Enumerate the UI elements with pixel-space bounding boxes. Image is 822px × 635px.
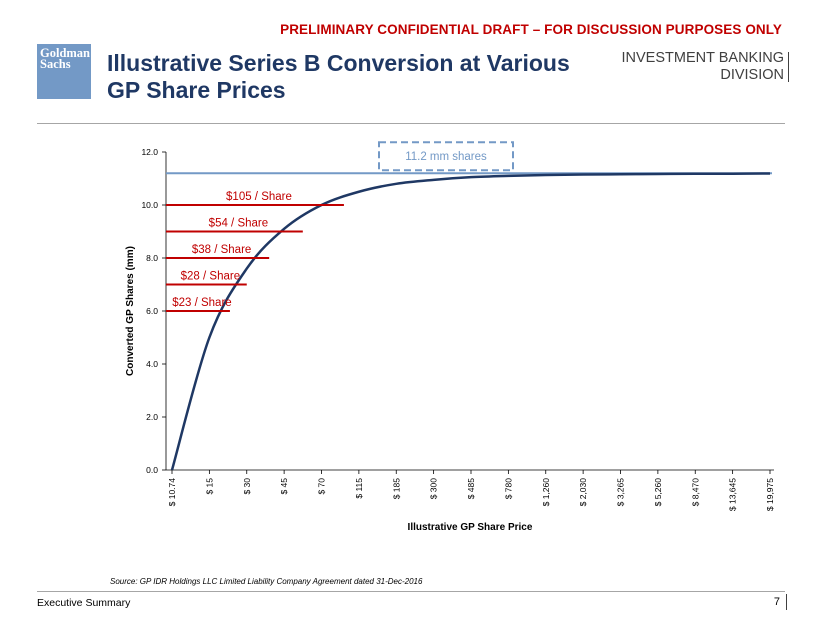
y-tick-label: 2.0	[146, 412, 158, 422]
x-tick-label: $ 70	[317, 478, 327, 495]
y-tick-label: 10.0	[141, 200, 158, 210]
company-logo: Goldman Sachs	[37, 44, 91, 99]
footer-rule	[37, 591, 785, 592]
page-title: Illustrative Series B Conversion at Vari…	[107, 50, 570, 103]
section-name: Executive Summary	[37, 597, 131, 609]
division-divider	[788, 52, 789, 82]
logo-text: Goldman Sachs	[40, 46, 91, 71]
y-tick-label: 6.0	[146, 306, 158, 316]
x-tick-label: $ 2,030	[578, 478, 588, 507]
y-tick-label: 4.0	[146, 359, 158, 369]
x-tick-label: $ 30	[242, 478, 252, 495]
x-tick-label: $ 19,975	[765, 478, 775, 511]
y-tick-label: 0.0	[146, 465, 158, 475]
price-label: $28 / Share	[181, 271, 240, 283]
marks-layer: 11.2 mm shares $105 / Share $54 / Share $38…	[166, 141, 772, 471]
price-label: $23 / Share	[172, 297, 231, 309]
x-tick-label: $ 3,265	[616, 478, 626, 507]
x-axis-title: Illustrative GP Share Price	[408, 522, 533, 533]
x-tick-label: $ 115	[354, 478, 364, 499]
division-line-2: DIVISION	[720, 67, 784, 83]
logo-line-1: Goldman	[40, 46, 91, 60]
price-label: $38 / Share	[192, 244, 251, 256]
x-tick-label: $ 13,645	[728, 478, 738, 511]
x-tick-label: $ 485	[466, 478, 476, 500]
x-tick-label: $ 1,260	[541, 478, 551, 507]
logo-line-2: Sachs	[40, 57, 71, 71]
cap-callout-box	[378, 141, 514, 172]
y-tick-label: 8.0	[146, 253, 158, 263]
x-tick-label: $ 45	[279, 478, 289, 495]
price-label: $105 / Share	[226, 191, 292, 203]
x-tick-label: $ 8,470	[690, 478, 700, 507]
x-tick-label: $ 300	[429, 478, 439, 500]
x-tick-label: $ 5,260	[653, 478, 663, 507]
division-line-1: INVESTMENT BANKING	[621, 50, 784, 66]
x-tick-label: $ 10.74	[167, 478, 177, 507]
y-tick-label: 12.0	[141, 147, 158, 157]
cap-callout-label: 11.2 mm shares	[405, 151, 487, 163]
page-number: 7	[773, 596, 780, 608]
confidential-banner: PRELIMINARY CONFIDENTIAL DRAFT – FOR DIS…	[280, 22, 782, 37]
x-tick-label: $ 780	[503, 478, 513, 500]
conversion-curve	[170, 172, 771, 471]
price-label: $54 / Share	[209, 218, 268, 230]
y-axis-title: Converted GP Shares (mm)	[125, 246, 136, 376]
page-divider	[786, 594, 787, 610]
source-note: Source: GP IDR Holdings LLC Limited Liab…	[110, 577, 423, 586]
header-rule	[37, 123, 785, 124]
x-tick-label: $ 185	[391, 478, 401, 500]
x-tick-label: $ 15	[204, 478, 214, 495]
division-label: INVESTMENT BANKING DIVISION	[622, 50, 784, 84]
